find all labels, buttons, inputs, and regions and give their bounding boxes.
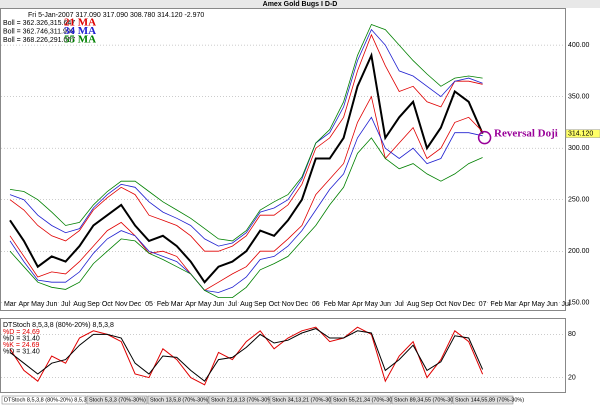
x-tick-label: Nov <box>449 301 462 308</box>
tab-label: Stoch 89,34,55 (70%-30%) <box>394 397 460 403</box>
x-tick-label: Jun <box>213 301 224 308</box>
x-tick-label: May <box>532 301 546 308</box>
x-tick-label: Oct <box>102 301 113 308</box>
x-tick-label: Nov <box>115 301 128 308</box>
x-tick-label: 07 <box>479 301 487 308</box>
x-tick-label: Jul <box>395 301 404 308</box>
x-tick-label: Sep <box>87 301 100 308</box>
y-tick-label: 150.00 <box>568 300 590 307</box>
readout: %D = 31.40 <box>3 348 40 355</box>
doji-marker <box>477 130 492 145</box>
legend-ma: 34 MA <box>64 25 96 37</box>
tab <box>330 395 392 405</box>
annotation: Reversal Doji <box>494 128 558 140</box>
x-tick-label: Dec <box>296 301 309 308</box>
series-line <box>9 51 484 284</box>
x-tick-label: Aug <box>407 301 420 308</box>
tab <box>452 395 514 405</box>
tab <box>269 395 331 405</box>
x-tick-label: Aug <box>73 301 86 308</box>
x-tick-label: Jun <box>46 301 57 308</box>
chart-title: Amex Gold Bugs I D-D <box>263 1 338 8</box>
tab-label: Stoch 55,21,34 (70%-30%) <box>333 397 399 403</box>
readout: %D = 31.40 <box>3 335 40 342</box>
legend-text: Boll = 368.226,291.057 <box>3 37 75 44</box>
tab-label: DTStoch 8,5,3,8 (80%-20%) 8,5,3,8 <box>4 397 91 403</box>
price-tag <box>565 129 600 138</box>
tab <box>86 395 148 405</box>
stoch-panel <box>0 318 566 393</box>
x-tick-label: Aug <box>240 301 253 308</box>
x-tick-label: Dec <box>462 301 475 308</box>
series-line <box>9 95 483 291</box>
y-tick-label: 200.00 <box>568 248 590 255</box>
y-tick-label: 350.00 <box>568 93 590 100</box>
tab-label: Stoch 5,3,3 (70%-30%) <box>89 397 146 403</box>
price-tag-label: 314.120 <box>568 130 593 137</box>
x-tick-label: Mar <box>338 301 351 308</box>
x-tick-label: Jun <box>546 301 557 308</box>
x-tick-label: 06 <box>312 301 320 308</box>
series-line <box>9 33 483 252</box>
x-tick-label: 05 <box>145 301 153 308</box>
x-tick-label: Dec <box>129 301 142 308</box>
x-tick-label: May <box>365 301 379 308</box>
x-tick-label: Nov <box>282 301 295 308</box>
x-tick-label: Apr <box>519 301 531 308</box>
x-tick-label: Mar <box>504 301 517 308</box>
readout: %D = 24.69 <box>3 329 40 336</box>
series-line <box>9 28 483 247</box>
y-tick-label: 400.00 <box>568 42 590 49</box>
tab <box>147 395 209 405</box>
stoch-title: DTStoch 8,5,3,8 (80%-20%) 8,5,3,8 <box>3 322 114 329</box>
series-line <box>9 116 483 293</box>
x-tick-label: Mar <box>4 301 17 308</box>
x-tick-label: May <box>31 301 45 308</box>
x-tick-label: Apr <box>185 301 197 308</box>
series-line <box>9 23 483 242</box>
x-tick-label: Apr <box>352 301 364 308</box>
series-line <box>9 328 484 382</box>
tab-label: Stoch 13,5,8 (70%-30%) <box>150 397 210 403</box>
y-tick-label: 20 <box>568 374 576 381</box>
legend-text: Boll = 362.746,311.999 <box>3 28 75 35</box>
x-tick-label: Mar <box>171 301 184 308</box>
x-tick-label: Sep <box>421 301 434 308</box>
x-tick-label: Feb <box>157 301 169 308</box>
quote: Fri 5-Jan-2007 317.090 317.090 308.780 3… <box>28 12 204 19</box>
y-tick-label: 80 <box>568 331 576 338</box>
tab <box>208 395 270 405</box>
legend-ma: 55 MA <box>64 34 96 46</box>
x-tick-label: Oct <box>435 301 446 308</box>
x-tick-label: Feb <box>324 301 336 308</box>
legend-text: Boll = 362.326,315.647 <box>3 20 75 27</box>
tab-label: Stoch 21,8,13 (70%-30%) <box>211 397 274 403</box>
y-tick-label: 250.00 <box>568 197 590 204</box>
x-tick-label: Jul <box>562 301 571 308</box>
x-tick-label: Apr <box>18 301 30 308</box>
x-tick-label: Jun <box>380 301 391 308</box>
series-line <box>9 137 483 299</box>
tab-label: Stoch 34,13,21 (70%-30%) <box>272 397 338 403</box>
price-panel <box>0 8 566 311</box>
tab <box>391 395 453 405</box>
readout: %K = 24.69 <box>3 342 39 349</box>
series-line <box>9 326 484 386</box>
x-tick-label: Jul <box>228 301 237 308</box>
tab-label: Stoch 144,55,89 (70%-30%) <box>455 397 524 403</box>
x-tick-label: Sep <box>254 301 267 308</box>
x-tick-label: May <box>198 301 212 308</box>
y-tick-label: 300.00 <box>568 145 590 152</box>
x-tick-label: Oct <box>269 301 280 308</box>
x-tick-label: Feb <box>490 301 502 308</box>
x-tick-label: Jul <box>61 301 70 308</box>
legend-ma: 21 MA <box>64 17 96 29</box>
tab <box>1 395 87 405</box>
toolbar <box>0 0 600 8</box>
